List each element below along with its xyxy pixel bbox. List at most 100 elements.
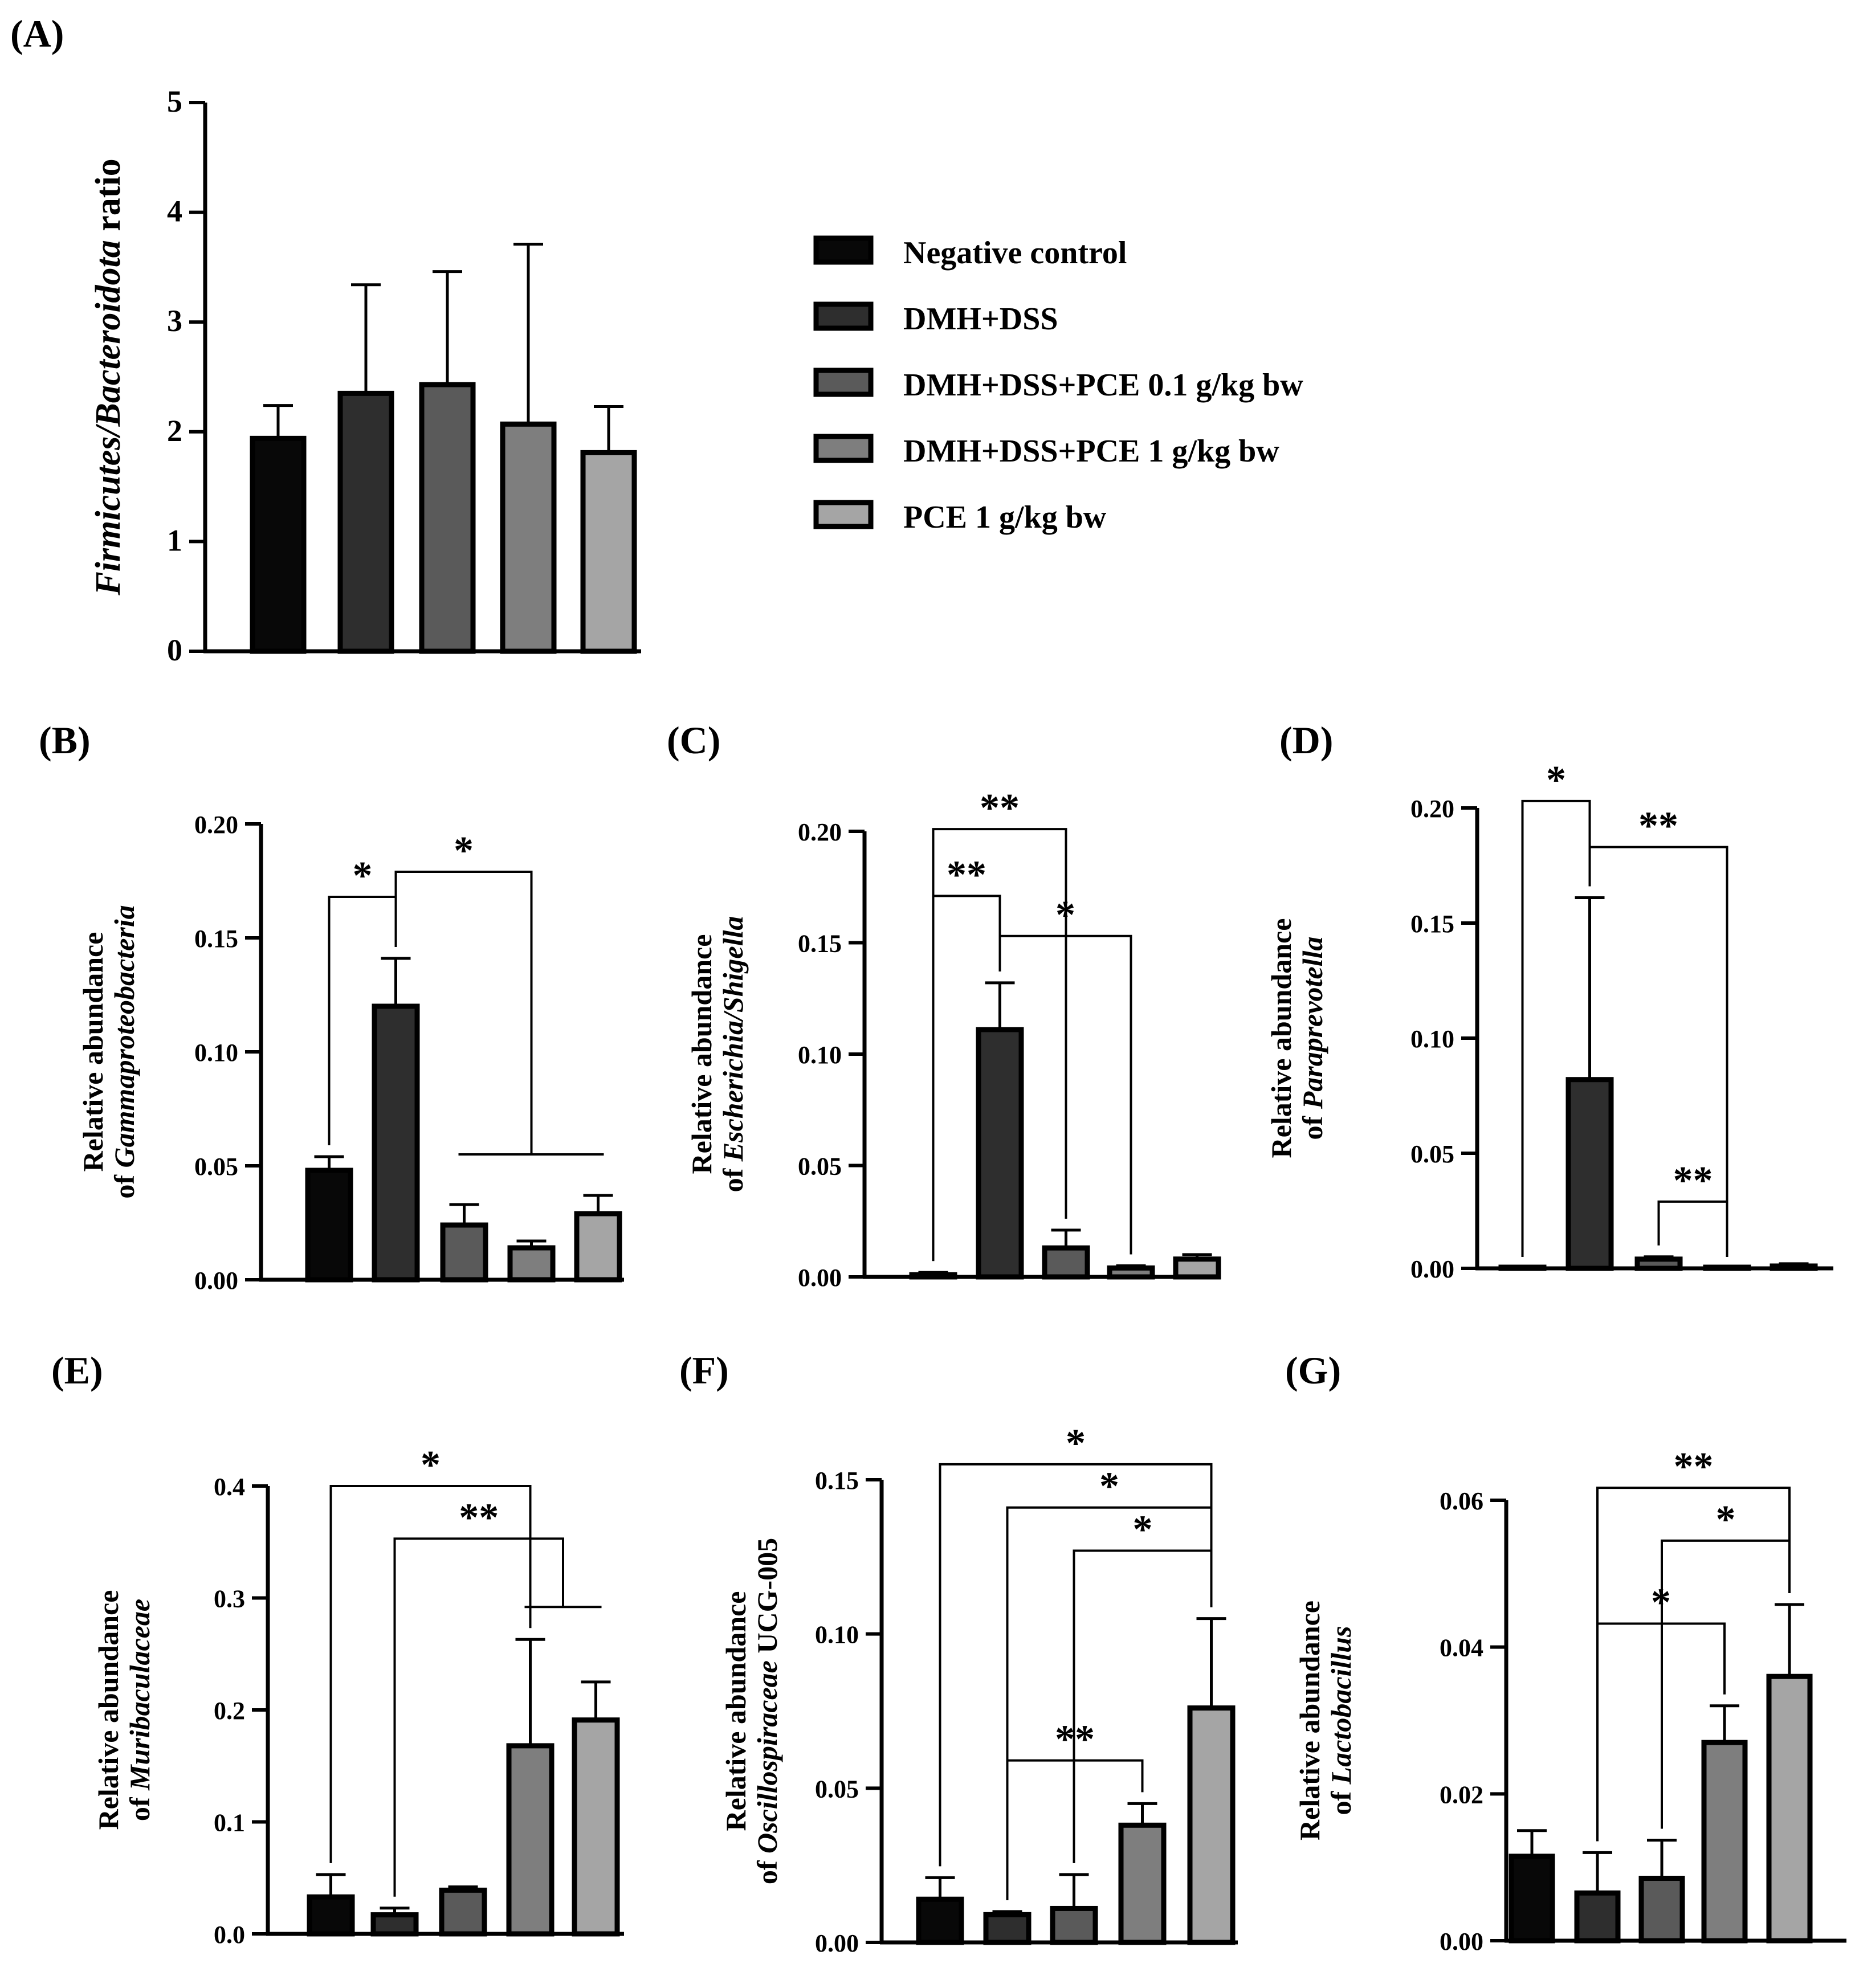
y-tick-label: 0.05 [194,1153,238,1181]
bar [439,1887,487,1937]
y-tick-label: 0.10 [194,1039,238,1067]
significance-star: ** [947,853,986,897]
y-axis-label-prefix: of [751,1854,783,1884]
y-tick-label: 2 [167,414,182,448]
chart-a: 0 1 2 3 4 5 Firmicutes/Bacteroidota ratio [89,84,641,667]
y-tick-label: 3 [167,304,182,338]
y-axis-label-suffix: ratio [89,158,128,240]
y-axis-label-italic: Firmicutes/Bacteroidota [89,240,128,595]
significance-star: * [1651,1581,1671,1624]
significance-bracket [932,895,1001,1262]
significance-star: * [1099,1465,1119,1509]
significance-bracket [393,1537,564,1897]
bar [976,1027,1024,1280]
panel-label-d: (D) [1279,719,1333,762]
y-axis-label-prefix: of [1297,1109,1328,1140]
bar [983,1912,1032,1945]
y-tick-label: 0.00 [798,1264,842,1292]
y-axis-label-line2: of Muribaculaceae [124,1599,156,1821]
y-tick-label: 0.3 [214,1585,245,1613]
y-axis-label-prefix: of [1325,1784,1357,1815]
significance-star: * [353,854,373,898]
panel-label-a: (A) [10,12,64,55]
y-axis-label-italic: Muribaculaceae [124,1599,156,1791]
y-tick-label: 0.10 [798,1041,842,1069]
chart-e: 0.00.10.20.30.4 ***Relative abundance of M… [92,1443,624,1949]
y-axis-label-line2: of Escherichia/Shigella [717,916,749,1193]
y-tick-label: 0.10 [815,1621,859,1649]
y-tick-label: 0.05 [1410,1140,1454,1168]
bar [580,450,637,654]
bar [372,1003,420,1283]
bar [1634,1256,1683,1271]
y-axis-label-prefix: of [717,1161,749,1192]
y-axis-label-line2: of Lactobacillus [1325,1626,1357,1815]
y-axis-label-italic: Escherichia/Shigella [717,916,749,1162]
bar [507,1245,556,1283]
y-axis-label-line1: Relative abundance [92,1590,124,1830]
y-axis-label-prefix: of [124,1790,156,1821]
significance-bracket [1006,1506,1213,1900]
y-tick-label: 0 [167,633,182,667]
y-tick-label: 0.00 [1440,1928,1483,1956]
significance-star: * [1066,1422,1086,1466]
legend-swatch-negative-control [813,235,874,265]
significance-star: ** [980,786,1020,830]
significance-star: ** [1674,1445,1714,1489]
y-tick-label: 0.20 [798,818,842,846]
significance-bracket [1657,1200,1728,1257]
bar [1509,1854,1555,1944]
chart-d: 0.000.050.100.150.20*****Relative abunda… [1265,758,1833,1283]
y-axis-label-line2: of Paraprevotella [1297,937,1328,1140]
significance-star: ** [1673,1159,1713,1203]
y-tick-label: 0.04 [1440,1634,1483,1662]
y-tick-label: 0.15 [194,925,238,953]
significance-bracket [329,1485,532,1863]
bar [1638,1875,1685,1944]
y-axis-label: Firmicutes/Bacteroidota ratio [89,158,128,595]
significance-star: * [1055,893,1075,937]
y-axis-label-line2: of Gammaproteobacteria [108,905,140,1198]
significance-bracket [1006,1759,1144,1900]
bar [1118,1822,1167,1945]
y-axis-label-italic: Gammaproteobacteria [108,905,140,1168]
y-axis-label-italic: Oscillospiraceae [751,1660,783,1854]
bar [419,382,476,654]
y-tick-label: 0.02 [1440,1781,1483,1809]
significance-bracket [1073,1549,1213,1863]
bar [337,390,394,654]
bar [1107,1265,1155,1280]
bar [1050,1905,1098,1945]
bar [574,1211,622,1283]
bar [305,1168,353,1283]
y-tick-label: 0.00 [815,1929,859,1957]
y-tick-label: 0.0 [214,1921,245,1949]
y-axis-label-line2: of Oscillospiraceae UCG-005 [751,1538,783,1884]
bar [1574,1890,1621,1944]
significance-bracket [1588,846,1728,1257]
bar [1701,1740,1748,1944]
y-tick-label: 0.00 [1410,1255,1454,1283]
significance-star: * [1546,758,1566,802]
legend-swatch-pce-only [813,500,874,529]
y-tick-label: 4 [167,194,182,228]
chart-f: 0.000.050.100.15*****Relative abundanceo… [720,1422,1238,1957]
bar [307,1894,355,1937]
bar [500,421,557,654]
chart-g: 0.000.020.040.06****Relative abundance of… [1294,1445,1846,1956]
legend-swatch-pce-0-1 [813,368,874,397]
significance-star: * [1133,1508,1153,1552]
legend-label-dmh-dss: DMH+DSS [903,301,1058,337]
y-tick-label: 5 [167,84,182,119]
significance-bracket [394,871,533,1154]
significance-star: ** [1638,805,1678,848]
y-tick-label: 1 [167,523,182,557]
significance-star: * [1716,1498,1736,1542]
legend-swatch-pce-1 [813,434,874,463]
significance-bracket [998,934,1132,1255]
y-axis-label-line1: Relative abundance [686,934,717,1174]
bar [1187,1705,1236,1945]
y-axis-label-prefix: of [108,1168,140,1198]
significance-star: ** [459,1496,499,1540]
